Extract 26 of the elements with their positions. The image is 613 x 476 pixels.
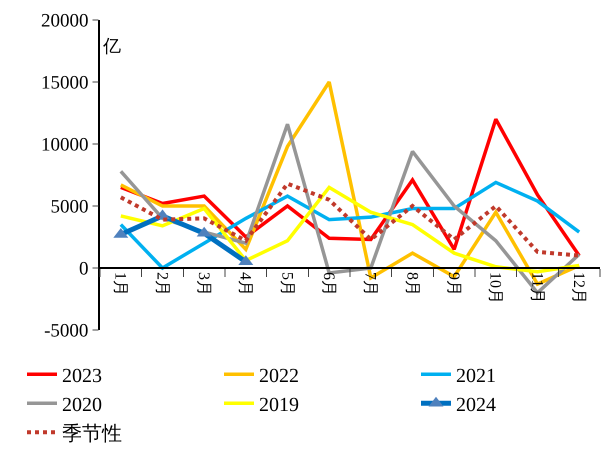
legend-label: 2021 bbox=[456, 365, 496, 388]
y-tick-label: 20000 bbox=[40, 10, 88, 32]
x-tick-label: 12月 bbox=[570, 272, 587, 304]
legend-label: 2022 bbox=[259, 365, 299, 388]
y-tick-label: 0 bbox=[78, 258, 88, 280]
x-tick-label: 11月 bbox=[528, 272, 546, 304]
x-tick-label: 5月 bbox=[278, 272, 296, 296]
legend-label: 2024 bbox=[456, 394, 496, 416]
x-tick-label: 4月 bbox=[236, 272, 254, 296]
x-tick-label: 3月 bbox=[194, 272, 212, 296]
y-tick-label: -5000 bbox=[44, 320, 88, 342]
y-tick-label: 10000 bbox=[40, 134, 88, 156]
x-tick-label: 1月 bbox=[112, 272, 129, 296]
x-tick-label: 2月 bbox=[153, 272, 170, 296]
x-tick-label: 8月 bbox=[403, 272, 420, 296]
legend-label: 2023 bbox=[62, 365, 102, 388]
y-tick-label: 5000 bbox=[50, 196, 88, 218]
x-tick-label: 9月 bbox=[444, 272, 462, 296]
legend-label: 季节性 bbox=[62, 423, 122, 446]
legend-label: 2019 bbox=[259, 394, 299, 416]
legend-label: 2020 bbox=[62, 394, 102, 416]
y-axis-title: 亿 bbox=[102, 36, 121, 57]
y-tick-label: 15000 bbox=[40, 72, 88, 94]
x-tick-label: 7月 bbox=[362, 272, 379, 296]
x-tick-label: 6月 bbox=[320, 272, 337, 296]
x-tick-label: 10月 bbox=[486, 272, 504, 304]
